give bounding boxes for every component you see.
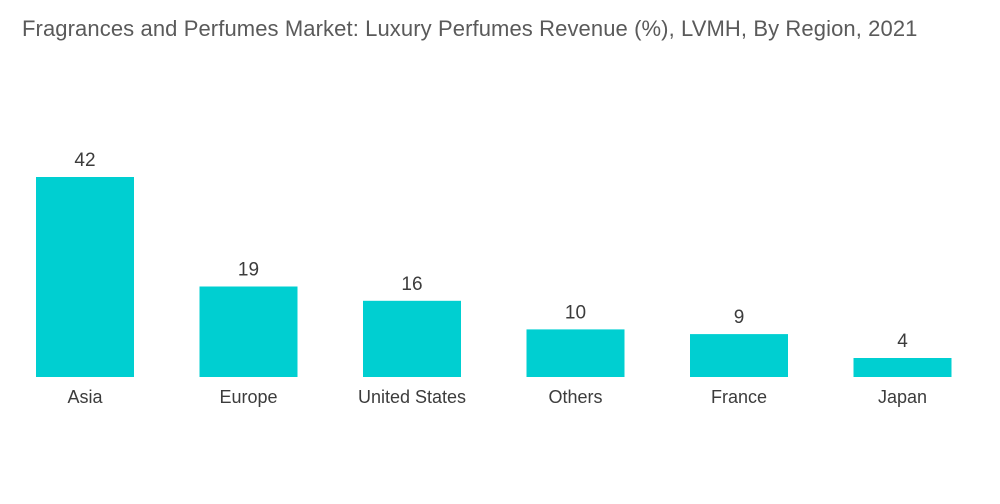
chart-title: Fragrances and Perfumes Market: Luxury P… bbox=[22, 16, 918, 41]
data-label-europe: 19 bbox=[238, 260, 259, 281]
bar-united-states bbox=[363, 300, 461, 377]
labels-layer: 42 Asia 19 Europe 16 United States 10 Others 9 Fr… bbox=[67, 150, 927, 407]
category-label-europe: Europe bbox=[219, 387, 277, 407]
bar-europe bbox=[199, 286, 298, 377]
category-label-asia: Asia bbox=[67, 387, 103, 407]
category-label-france: France bbox=[711, 387, 767, 407]
data-label-france: 9 bbox=[734, 307, 745, 328]
bar-asia bbox=[36, 177, 134, 377]
bar-japan bbox=[853, 358, 952, 377]
bar-france bbox=[690, 334, 788, 377]
data-label-japan: 4 bbox=[897, 331, 908, 352]
category-label-japan: Japan bbox=[878, 387, 927, 407]
bar-others bbox=[526, 329, 625, 377]
data-label-asia: 42 bbox=[74, 150, 95, 171]
category-label-united-states: United States bbox=[358, 387, 466, 407]
category-label-others: Others bbox=[548, 387, 602, 407]
data-label-united-states: 16 bbox=[401, 274, 422, 295]
data-label-others: 10 bbox=[565, 302, 586, 323]
bars-layer bbox=[36, 177, 952, 377]
